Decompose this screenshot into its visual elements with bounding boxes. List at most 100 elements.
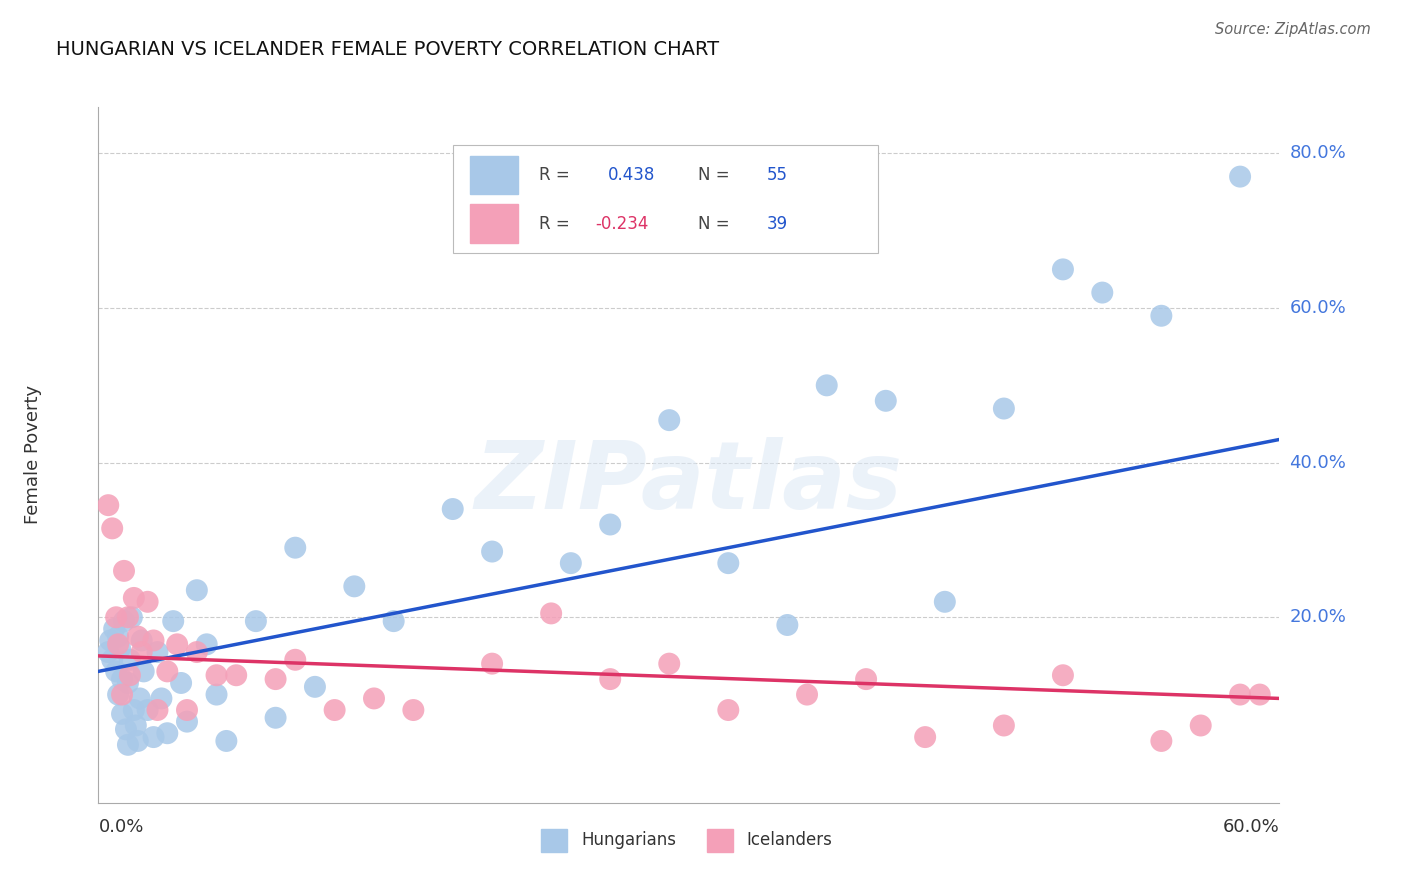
Point	[108, 641, 131, 656]
Point	[343, 579, 366, 593]
Point	[540, 607, 562, 621]
Point	[599, 672, 621, 686]
Point	[150, 691, 173, 706]
Point	[118, 653, 141, 667]
Point	[815, 378, 838, 392]
Point	[914, 730, 936, 744]
Point	[717, 703, 740, 717]
Point	[264, 711, 287, 725]
Text: 0.438: 0.438	[607, 166, 655, 184]
Point	[717, 556, 740, 570]
Point	[205, 668, 228, 682]
Point	[323, 703, 346, 717]
Text: 60.0%: 60.0%	[1289, 299, 1346, 317]
Point	[107, 637, 129, 651]
Point	[1150, 309, 1173, 323]
Text: HUNGARIAN VS ICELANDER FEMALE POVERTY CORRELATION CHART: HUNGARIAN VS ICELANDER FEMALE POVERTY CO…	[56, 40, 720, 59]
Bar	[471, 156, 517, 194]
Point	[128, 691, 150, 706]
Text: 20.0%: 20.0%	[1289, 608, 1346, 626]
Point	[441, 502, 464, 516]
Point	[1052, 262, 1074, 277]
Point	[170, 676, 193, 690]
Point	[599, 517, 621, 532]
Point	[118, 668, 141, 682]
Point	[127, 734, 149, 748]
Text: 40.0%: 40.0%	[1289, 454, 1346, 472]
Text: N =: N =	[699, 166, 730, 184]
Point	[1189, 718, 1212, 732]
Point	[176, 703, 198, 717]
Point	[481, 657, 503, 671]
Point	[101, 521, 124, 535]
Point	[195, 637, 218, 651]
Point	[131, 645, 153, 659]
Point	[993, 718, 1015, 732]
Point	[993, 401, 1015, 416]
Point	[796, 688, 818, 702]
Point	[103, 622, 125, 636]
Point	[117, 676, 139, 690]
Point	[98, 633, 121, 648]
Bar	[471, 204, 517, 243]
Point	[112, 564, 135, 578]
Text: 39: 39	[766, 215, 787, 233]
Text: R =: R =	[538, 166, 569, 184]
Point	[481, 544, 503, 558]
Point	[142, 633, 165, 648]
Point	[1091, 285, 1114, 300]
Point	[115, 723, 138, 737]
Point	[122, 591, 145, 605]
Point	[131, 633, 153, 648]
Point	[132, 665, 155, 679]
Point	[105, 610, 128, 624]
Point	[121, 610, 143, 624]
Point	[136, 703, 159, 717]
Text: 55: 55	[766, 166, 787, 184]
Point	[1229, 169, 1251, 184]
Point	[225, 668, 247, 682]
Point	[117, 610, 139, 624]
Point	[1229, 688, 1251, 702]
Bar	[541, 830, 567, 852]
Point	[125, 718, 148, 732]
Point	[875, 393, 897, 408]
Point	[166, 637, 188, 651]
Point	[97, 645, 120, 659]
Text: -0.234: -0.234	[596, 215, 650, 233]
Point	[142, 730, 165, 744]
Text: ZIPatlas: ZIPatlas	[475, 437, 903, 529]
Text: N =: N =	[699, 215, 730, 233]
Point	[136, 595, 159, 609]
Point	[127, 630, 149, 644]
Point	[934, 595, 956, 609]
Text: 60.0%: 60.0%	[1223, 818, 1279, 837]
Text: Hungarians: Hungarians	[582, 831, 676, 849]
Point	[264, 672, 287, 686]
Point	[245, 614, 267, 628]
Point	[122, 703, 145, 717]
Point	[105, 665, 128, 679]
Point	[111, 688, 134, 702]
Point	[186, 583, 208, 598]
Point	[176, 714, 198, 729]
Point	[146, 703, 169, 717]
Point	[560, 556, 582, 570]
Point	[1249, 688, 1271, 702]
Point	[304, 680, 326, 694]
Point	[111, 672, 134, 686]
Text: Source: ZipAtlas.com: Source: ZipAtlas.com	[1215, 22, 1371, 37]
Point	[117, 738, 139, 752]
Point	[402, 703, 425, 717]
Point	[855, 672, 877, 686]
Point	[186, 645, 208, 659]
Point	[205, 688, 228, 702]
Point	[146, 645, 169, 659]
Point	[107, 630, 129, 644]
Point	[284, 653, 307, 667]
Text: Female Poverty: Female Poverty	[24, 385, 42, 524]
Point	[1150, 734, 1173, 748]
Point	[363, 691, 385, 706]
Point	[162, 614, 184, 628]
Point	[382, 614, 405, 628]
